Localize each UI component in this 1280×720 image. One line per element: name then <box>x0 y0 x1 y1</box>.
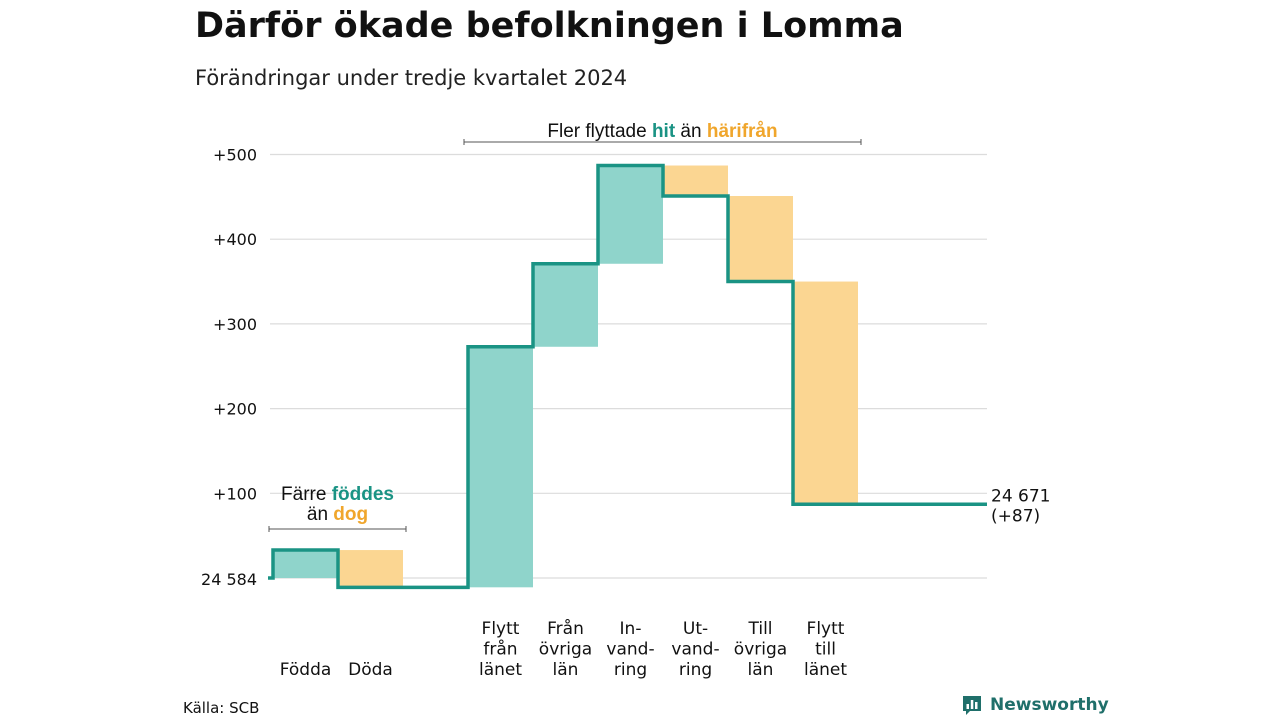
end-change-label: (+87) <box>991 506 1040 526</box>
step-line <box>268 163 987 590</box>
cumulative-step-line <box>268 163 987 590</box>
bars <box>273 165 858 588</box>
annotation-part: än <box>675 121 707 142</box>
brand-logo: Newsworthy <box>961 694 1109 716</box>
annotation-text: Färre föddes <box>281 484 394 505</box>
annotation-part: hit <box>652 121 676 142</box>
x-category-label: Från <box>547 618 584 639</box>
x-category-label: Flytt <box>482 619 520 639</box>
end-labels: 24 671(+87) <box>991 486 1050 526</box>
x-category-label: Födda <box>280 660 332 680</box>
x-category-label: Flytt <box>807 619 845 639</box>
chart-subtitle: Förändringar under tredje kvartalet 2024 <box>195 66 628 90</box>
x-category-label: län <box>748 660 774 680</box>
bar <box>793 281 858 505</box>
x-category-label: Till <box>747 619 772 639</box>
bar <box>663 165 728 197</box>
y-tick-label: +100 <box>213 484 257 503</box>
x-category-label: ring <box>679 660 712 680</box>
annotation-text: än dog <box>307 504 368 525</box>
x-category-label: ring <box>614 660 647 680</box>
annotation-part: Fler flyttade <box>547 121 652 142</box>
x-category-label: övriga <box>734 640 787 660</box>
bar-chart-speech-bubble-icon <box>963 696 981 715</box>
y-tick-label: +300 <box>213 315 257 334</box>
annotation-part: Färre <box>281 484 332 505</box>
x-category-label: vand- <box>671 640 719 660</box>
bar <box>468 346 533 588</box>
y-axis-ticks: +100 +200 +300 +400 +500 24 584 <box>201 146 257 590</box>
bar <box>533 263 598 347</box>
x-category-label: Ut- <box>683 619 708 639</box>
annotation-part: än <box>307 504 333 525</box>
source-note: Källa: SCB <box>183 699 260 717</box>
annotation-part: föddes <box>332 484 394 505</box>
chart-title: Därför ökade befolkningen i Lomma <box>195 6 904 46</box>
annotation-part: härifrån <box>707 121 778 142</box>
bar <box>728 196 793 282</box>
brand-name: Newsworthy <box>990 695 1109 715</box>
annotation-text: Fler flyttade hit än härifrån <box>547 121 777 142</box>
x-category-label: län <box>553 660 579 680</box>
y-tick-label: +400 <box>213 230 257 249</box>
x-category-label: Döda <box>348 660 393 680</box>
x-category-label: länet <box>804 660 847 680</box>
y-tick-label: +200 <box>213 400 257 419</box>
x-category-label: In- <box>620 619 642 639</box>
x-axis-categories: Födda DödaFlyttfrånlänetFrånövrigalänIn-v… <box>280 618 848 680</box>
x-category-label: länet <box>479 660 522 680</box>
bar <box>598 165 663 264</box>
x-category-label: från <box>483 639 517 660</box>
bar <box>338 550 403 588</box>
x-category-label: vand- <box>606 640 654 660</box>
x-category-label: övriga <box>539 640 592 660</box>
end-value-label: 24 671 <box>991 486 1050 506</box>
annotation-part: dog <box>333 504 368 525</box>
start-value-label: 24 584 <box>201 570 257 589</box>
y-tick-label: +500 <box>213 146 257 165</box>
bar <box>273 550 338 578</box>
x-category-label: till <box>815 640 836 660</box>
